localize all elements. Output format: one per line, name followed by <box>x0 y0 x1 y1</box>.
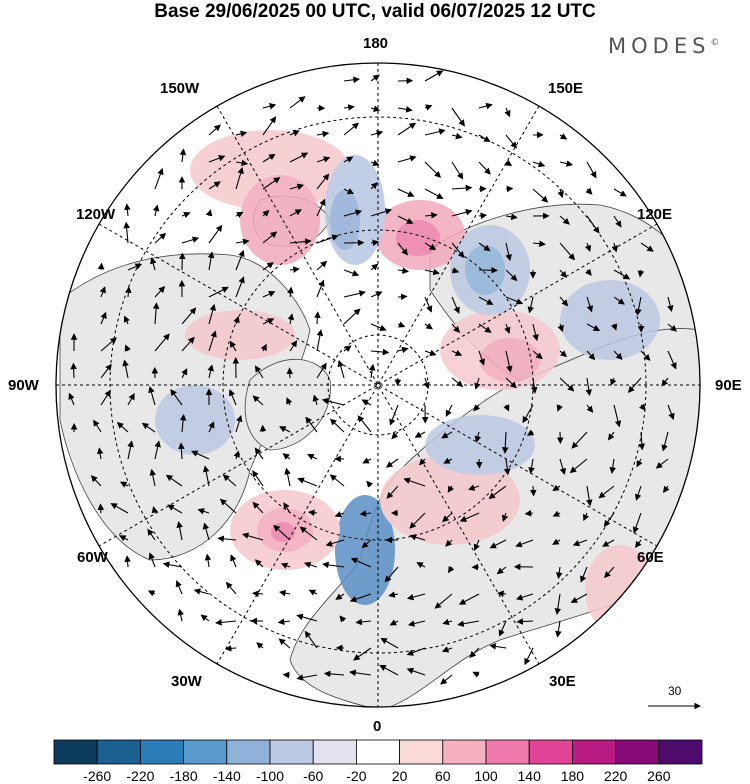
lon-label-90w: 90W <box>8 377 39 394</box>
colorbar-segment <box>659 740 702 764</box>
lon-label-120e: 120E <box>637 206 672 223</box>
colorbar-tick-label: -140 <box>213 768 241 784</box>
colorbar-segment <box>529 740 572 764</box>
anomaly-blob <box>425 415 535 475</box>
anomaly-blob <box>330 190 360 250</box>
colorbar-tick-label: 20 <box>392 768 408 784</box>
wind-vector <box>506 188 512 189</box>
anomaly-blob <box>240 175 320 265</box>
wind-vector <box>100 504 101 513</box>
colorbar <box>54 740 702 764</box>
colorbar-tick-label: -220 <box>126 768 154 784</box>
colorbar-segment <box>400 740 443 764</box>
anomaly-blob <box>560 280 660 360</box>
colorbar-segment <box>54 740 97 764</box>
anomaly-blob <box>271 522 295 542</box>
colorbar-segment <box>486 740 529 764</box>
colorbar-segment <box>356 740 399 764</box>
colorbar-segment <box>313 740 356 764</box>
colorbar-segment <box>184 740 227 764</box>
lon-label-30e: 30E <box>549 673 576 690</box>
wind-vector <box>253 593 263 594</box>
wind-vector <box>533 486 534 495</box>
colorbar-tick-label: 60 <box>435 768 451 784</box>
colorbar-segment <box>227 740 270 764</box>
colorbar-tick-label: 180 <box>561 768 584 784</box>
wind-vector <box>397 378 398 385</box>
lon-label-150w: 150W <box>160 80 199 97</box>
lon-label-30w: 30W <box>171 673 202 690</box>
anomaly-blob <box>396 220 440 256</box>
colorbar-tick-label: 100 <box>474 768 497 784</box>
colorbar-tick-label: -20 <box>346 768 366 784</box>
colorbar-tick-label: -260 <box>83 768 111 784</box>
colorbar-tick-label: -100 <box>256 768 284 784</box>
colorbar-segment <box>97 740 140 764</box>
colorbar-tick-label: 140 <box>518 768 541 784</box>
lon-label-60e: 60E <box>637 549 664 566</box>
colorbar-tick-label: 220 <box>604 768 627 784</box>
colorbar-tick-label: -180 <box>170 768 198 784</box>
wind-vector <box>317 312 318 324</box>
lon-label-180: 180 <box>363 35 388 52</box>
lon-label-90e: 90E <box>715 377 742 394</box>
wind-vector <box>101 264 102 270</box>
anomaly-blob <box>185 310 295 360</box>
wind-vector <box>398 296 407 297</box>
colorbar-tick-label: -60 <box>303 768 323 784</box>
colorbar-segment <box>616 740 659 764</box>
lon-label-150e: 150E <box>548 80 583 97</box>
wind-vector <box>73 364 74 378</box>
colorbar-segment <box>572 740 615 764</box>
colorbar-tick-label: 260 <box>647 768 670 784</box>
lon-label-0: 0 <box>373 718 381 735</box>
colorbar-segment <box>270 740 313 764</box>
colorbar-segment <box>140 740 183 764</box>
lon-label-120w: 120W <box>76 206 115 223</box>
lon-label-60w: 60W <box>77 549 108 566</box>
reference-vector-label: 30 <box>668 684 681 698</box>
colorbar-segment <box>443 740 486 764</box>
